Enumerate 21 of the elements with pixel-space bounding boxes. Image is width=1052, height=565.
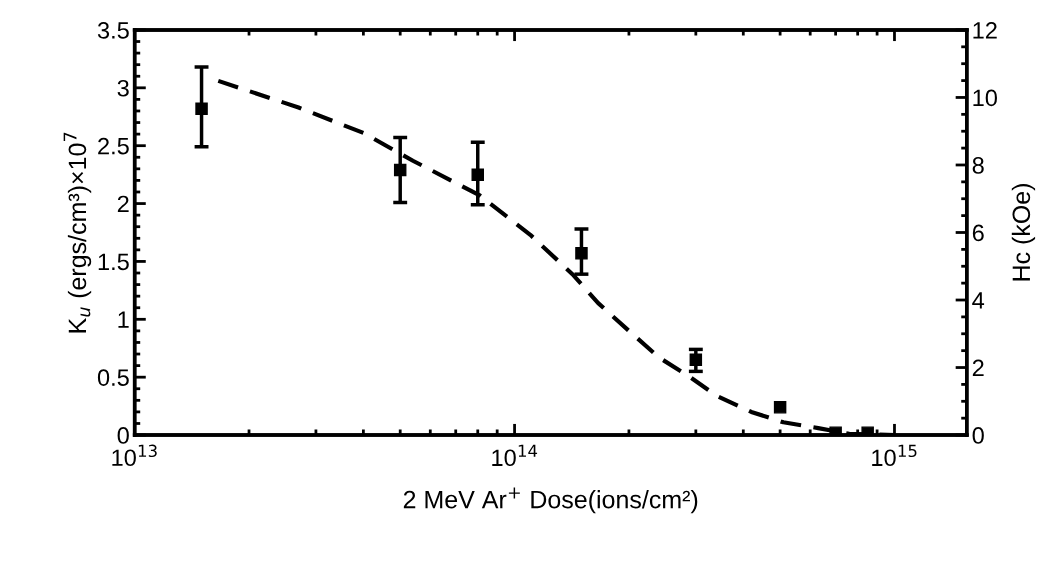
y2-tick-label: 4 [972,292,985,309]
y-tick-label: 0 [117,427,129,444]
x-tick-label: 10$^{13}$ [112,444,157,467]
y-tick-label: 3 [117,79,129,97]
y2-tick-label: 8 [972,157,984,174]
y-tick-label: 2 [117,195,129,213]
x-tick-label: 10$^{14}$ [492,444,538,467]
y2-tick-label: 2 [972,359,984,377]
y-tick-label: 3.5 [97,22,129,39]
y2-tick-label: 6 [972,224,984,242]
y2-tick-label: 12 [973,22,997,39]
y2-tick-label: 0 [972,427,984,444]
y-tick-label: 1 [118,311,129,328]
x-axis-title: 2 MeV Ar$^{+}$ Dose(ions/cm²) [403,487,698,514]
x-tick-label: 10$^{15}$ [872,444,917,467]
y2-tick-label: 10 [973,89,997,107]
y-axis-title: K$_{u}$ (ergs/cm³)×10$^{7}$ [63,132,92,333]
y-tick-label: 2.5 [98,137,129,155]
y-tick-label: 0.5 [97,369,129,386]
y2-axis-title: Hc (kOe) [1011,184,1036,281]
y-tick-label: 1.5 [98,253,129,271]
